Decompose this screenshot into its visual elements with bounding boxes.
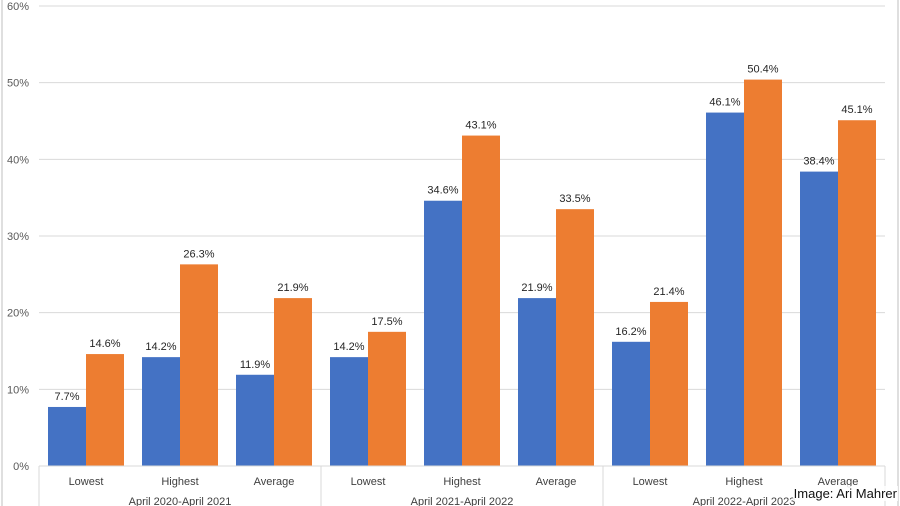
y-tick-label: 60% [7,1,29,13]
y-tick-label: 0% [13,461,29,473]
data-label: 17.5% [371,316,402,328]
data-label: 14.6% [89,338,120,350]
data-label: 46.1% [709,97,740,109]
data-label: 21.4% [653,286,684,298]
bar [556,209,594,466]
data-label: 33.5% [559,193,590,205]
image-credit: Image: Ari Mahrer [792,486,898,501]
x-tick-label: Lowest [69,476,104,488]
data-label: 45.1% [841,104,872,116]
x-tick-label: Highest [161,476,198,488]
group-label: April 2021-April 2022 [411,496,514,506]
data-label: 14.2% [145,341,176,353]
data-label: 38.4% [803,156,834,168]
bar [86,354,124,466]
bar [612,341,650,466]
bar [142,357,180,466]
data-label: 26.3% [183,248,214,260]
bar [274,298,312,466]
bar [236,374,274,466]
bar [650,301,688,466]
x-tick-label: Highest [443,476,480,488]
x-tick-label: Highest [725,476,762,488]
bar [462,135,500,467]
data-label: 43.1% [465,120,496,132]
x-tick-label: Average [536,476,577,488]
group-label: April 2022-April 2023 [693,496,796,506]
bar [424,200,462,466]
data-label: 16.2% [615,326,646,338]
x-tick-label: Lowest [351,476,386,488]
bar [48,406,86,466]
y-tick-label: 30% [7,231,29,243]
data-label: 14.2% [333,341,364,353]
data-label: 50.4% [747,64,778,76]
bar [368,331,406,466]
y-tick-label: 40% [7,154,29,166]
data-label: 34.6% [427,185,458,197]
data-label: 7.7% [54,391,79,403]
data-label: 11.9% [240,359,271,371]
group-label: April 2020-April 2021 [129,496,232,506]
y-tick-label: 20% [7,308,29,320]
data-label: 21.9% [521,282,552,294]
bar [330,357,368,466]
x-tick-label: Lowest [633,476,668,488]
bar [838,120,876,466]
y-tick-label: 50% [7,78,29,90]
bar [744,79,782,466]
data-label: 21.9% [277,282,308,294]
x-tick-label: Average [818,476,859,488]
bar [180,264,218,466]
bar [518,298,556,466]
bar [706,112,744,467]
bar [800,171,838,466]
x-tick-label: Average [254,476,295,488]
y-tick-label: 10% [7,384,29,396]
